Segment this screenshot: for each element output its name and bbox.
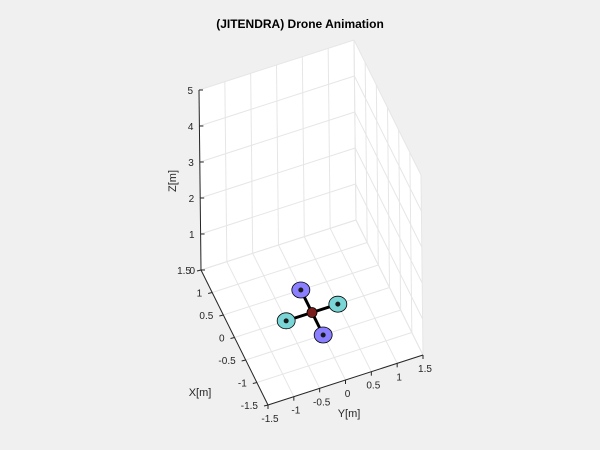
x-tick-mark xyxy=(263,404,269,407)
x-axis-label: X[m] xyxy=(189,387,212,399)
x-tick-mark xyxy=(219,314,224,317)
grid-line xyxy=(409,152,413,333)
z-tick-label: 4 xyxy=(188,122,194,133)
grid-line xyxy=(200,183,356,235)
grid-line xyxy=(398,129,402,311)
rotor-hub xyxy=(320,332,326,338)
z-tick-label: 2 xyxy=(189,194,195,205)
x-tick-label: 0 xyxy=(219,334,225,345)
chart-title: (JITENDRA) Drone Animation xyxy=(216,17,384,31)
x-tick-mark xyxy=(196,269,202,272)
x-tick-label: -0.5 xyxy=(218,356,236,367)
tick-labels: -1.5-1-0.500.511.5-1.5-1-0.500.511.50123… xyxy=(177,86,432,425)
grid-line xyxy=(198,39,355,91)
grid-line xyxy=(364,62,368,243)
grid-line xyxy=(301,56,305,237)
z-tick-label: 0 xyxy=(189,266,195,277)
x-tick-label: 1 xyxy=(197,289,203,300)
grid-line xyxy=(200,147,356,199)
grid-line xyxy=(199,111,355,163)
grid-line xyxy=(355,183,424,320)
grid-line xyxy=(354,147,423,284)
y-tick-label: -0.5 xyxy=(313,397,331,408)
axis-lines xyxy=(196,89,424,409)
z-axis-label: Z[m] xyxy=(167,170,179,192)
y-tick-label: -1 xyxy=(291,406,300,417)
y-tick-label: -1.5 xyxy=(261,414,279,425)
x-tick-label: 0.5 xyxy=(199,311,213,322)
z-axis-line xyxy=(198,89,202,271)
grid-line xyxy=(329,228,398,364)
grid-line xyxy=(375,84,379,266)
y-axis-label: Y[m] xyxy=(338,408,361,420)
x-tick-label: -1.5 xyxy=(241,401,259,412)
grid-line xyxy=(276,64,279,246)
z-tick-label: 5 xyxy=(187,86,193,97)
x-tick-mark xyxy=(241,359,246,362)
drone-body xyxy=(306,307,318,318)
grid-line xyxy=(387,107,390,288)
z-tick-label: 1 xyxy=(189,230,195,241)
rotor-hub xyxy=(283,318,289,324)
x-tick-mark xyxy=(230,337,235,339)
y-tick-label: 1.5 xyxy=(418,364,432,375)
rotor-hub xyxy=(298,287,304,293)
grid-line xyxy=(224,81,228,262)
x-tick-label: 1.5 xyxy=(177,266,191,277)
grid-line xyxy=(354,111,423,248)
grid-line xyxy=(200,219,357,271)
x-tick-label: -1 xyxy=(238,379,247,390)
grid-line xyxy=(199,75,355,127)
grid-line xyxy=(353,75,422,212)
drone xyxy=(276,281,348,344)
y-tick-label: 0.5 xyxy=(366,381,380,392)
z-tick-label: 3 xyxy=(188,158,194,169)
rotor-hub xyxy=(335,301,341,307)
grid-line xyxy=(353,39,357,221)
x-tick-mark xyxy=(208,292,213,294)
grid-line xyxy=(353,39,422,176)
axes-walls xyxy=(199,40,423,405)
grid-line xyxy=(327,48,331,229)
grid-line xyxy=(355,219,424,356)
y-tick-label: 1 xyxy=(396,372,402,383)
x-tick-mark xyxy=(252,382,257,384)
grid-line xyxy=(250,73,254,254)
grid-line xyxy=(420,174,424,356)
y-tick-label: 0 xyxy=(345,389,351,400)
grid-line xyxy=(226,261,295,397)
